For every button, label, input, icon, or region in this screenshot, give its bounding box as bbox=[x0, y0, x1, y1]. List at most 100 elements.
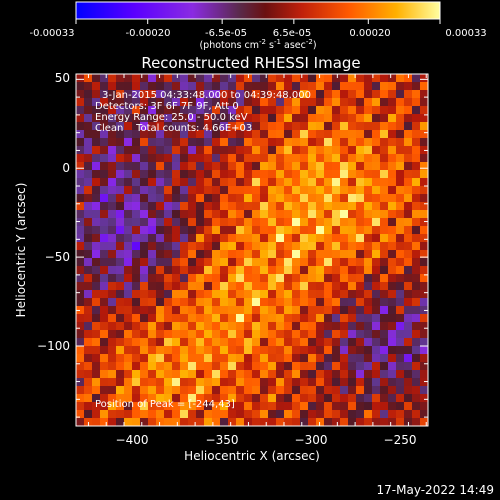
heatmap-cell bbox=[76, 378, 85, 387]
heatmap-cell bbox=[220, 418, 229, 426]
heatmap-cell bbox=[420, 314, 428, 323]
heatmap-cell bbox=[188, 234, 197, 243]
axis-ticks bbox=[76, 74, 428, 426]
heatmap-cell bbox=[84, 194, 93, 203]
heatmap-cell bbox=[348, 378, 357, 387]
heatmap-cell bbox=[380, 290, 389, 299]
heatmap-cell bbox=[372, 138, 381, 147]
heatmap-cell bbox=[340, 186, 349, 195]
heatmap-cell bbox=[116, 386, 125, 395]
heatmap-cell bbox=[156, 122, 165, 131]
heatmap-cell bbox=[148, 218, 157, 227]
heatmap-cell bbox=[116, 346, 125, 355]
heatmap-cell bbox=[260, 146, 269, 155]
heatmap-cell bbox=[252, 98, 261, 107]
heatmap-cell bbox=[140, 346, 149, 355]
heatmap-cell bbox=[212, 362, 221, 371]
heatmap-cell bbox=[228, 282, 237, 291]
heatmap-cell bbox=[220, 306, 229, 315]
heatmap-cell bbox=[268, 210, 277, 219]
heatmap-cell bbox=[212, 338, 221, 347]
heatmap-cell bbox=[276, 266, 285, 275]
heatmap-cell bbox=[84, 202, 93, 211]
heatmap-cell bbox=[316, 298, 325, 307]
heatmap-cell bbox=[212, 242, 221, 251]
heatmap-cell bbox=[348, 154, 357, 163]
heatmap-cell bbox=[124, 90, 133, 99]
heatmap-cell bbox=[356, 122, 365, 131]
heatmap-cell bbox=[180, 146, 189, 155]
heatmap-cell bbox=[276, 202, 285, 211]
heatmap-cell bbox=[268, 178, 277, 187]
heatmap-cell bbox=[92, 178, 101, 187]
heatmap-cell bbox=[364, 202, 373, 211]
heatmap-cell bbox=[204, 338, 213, 347]
heatmap-cell bbox=[84, 402, 93, 411]
heatmap-cell bbox=[276, 346, 285, 355]
heatmap-cell bbox=[396, 266, 405, 275]
heatmap-cell bbox=[364, 314, 373, 323]
heatmap-cell bbox=[84, 210, 93, 219]
heatmap-cell bbox=[108, 226, 117, 235]
heatmap-cell bbox=[220, 282, 229, 291]
heatmap-cell bbox=[228, 274, 237, 283]
heatmap-cell bbox=[188, 210, 197, 219]
heatmap-cell bbox=[132, 138, 141, 147]
heatmap-cell bbox=[188, 162, 197, 171]
heatmap-cell bbox=[212, 194, 221, 203]
heatmap-cell bbox=[204, 82, 213, 91]
heatmap-cell bbox=[212, 178, 221, 187]
heatmap-cell bbox=[260, 250, 269, 259]
heatmap-cell bbox=[324, 402, 333, 411]
heatmap-cell bbox=[124, 186, 133, 195]
heatmap-cell bbox=[348, 330, 357, 339]
heatmap-cell bbox=[252, 290, 261, 299]
heatmap-cell bbox=[268, 130, 277, 139]
heatmap-cell bbox=[76, 394, 85, 403]
heatmap-cell bbox=[84, 218, 93, 227]
heatmap-cell bbox=[276, 114, 285, 123]
heatmap-cell bbox=[396, 346, 405, 355]
heatmap-cell bbox=[196, 402, 205, 411]
heatmap-cell bbox=[188, 282, 197, 291]
heatmap-cell bbox=[380, 258, 389, 267]
heatmap-cell bbox=[164, 194, 173, 203]
heatmap-cell bbox=[324, 386, 333, 395]
heatmap-cell bbox=[316, 82, 325, 91]
heatmap-cell bbox=[372, 242, 381, 251]
heatmap-cell bbox=[404, 410, 413, 419]
heatmap-cell bbox=[388, 234, 397, 243]
heatmap-cell bbox=[108, 314, 117, 323]
heatmap-cell bbox=[164, 410, 173, 419]
heatmap-cell bbox=[188, 90, 197, 99]
heatmap-cell bbox=[188, 338, 197, 347]
heatmap-cell bbox=[100, 114, 109, 123]
heatmap-cell bbox=[324, 338, 333, 347]
heatmap-cell bbox=[108, 122, 117, 131]
heatmap-cell bbox=[412, 82, 421, 91]
heatmap-cell bbox=[180, 402, 189, 411]
heatmap-cell bbox=[316, 378, 325, 387]
heatmap-cell bbox=[388, 130, 397, 139]
heatmap-cell bbox=[292, 290, 301, 299]
heatmap-cell bbox=[284, 354, 293, 363]
heatmap-cell bbox=[300, 378, 309, 387]
heatmap-cell bbox=[148, 266, 157, 275]
heatmap-cell bbox=[180, 82, 189, 91]
heatmap-cell bbox=[164, 130, 173, 139]
heatmap-cell bbox=[380, 338, 389, 347]
heatmap-cell bbox=[228, 354, 237, 363]
heatmap-cell bbox=[196, 82, 205, 91]
heatmap-cell bbox=[404, 234, 413, 243]
heatmap-cell bbox=[244, 402, 253, 411]
heatmap-cell bbox=[140, 266, 149, 275]
heatmap-cell bbox=[412, 90, 421, 99]
heatmap-cell bbox=[220, 186, 229, 195]
heatmap-cell bbox=[420, 290, 428, 299]
heatmap-cell bbox=[308, 330, 317, 339]
heatmap-cell bbox=[100, 130, 109, 139]
heatmap-cell bbox=[236, 258, 245, 267]
heatmap-cell bbox=[308, 282, 317, 291]
heatmap-cell bbox=[140, 370, 149, 379]
colorbar-tick-labels: -0.00033 -0.00020 -6.5e-05 6.5e-05 0.000… bbox=[30, 28, 487, 39]
